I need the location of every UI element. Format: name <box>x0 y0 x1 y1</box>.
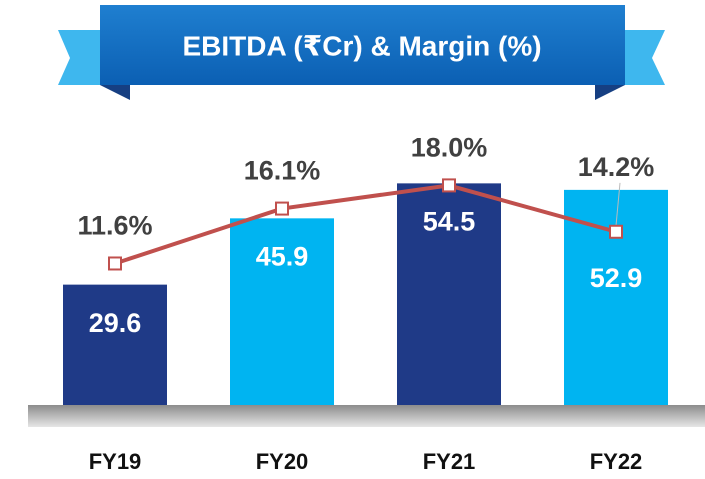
bar-value-label: 45.9 <box>256 241 309 271</box>
line-value-label: 16.1% <box>244 156 321 186</box>
bar-value-label: 29.6 <box>89 308 142 338</box>
chart-title: EBITDA (₹Cr) & Margin (%) <box>182 30 541 61</box>
bar-value-label: 52.9 <box>590 263 643 293</box>
bar <box>63 284 167 405</box>
x-tick-label: FY21 <box>423 449 476 474</box>
x-tick-label: FY22 <box>590 449 643 474</box>
margin-line <box>114 183 617 266</box>
line-value-label: 11.6% <box>77 211 152 241</box>
bar <box>230 218 334 405</box>
line-marker <box>275 201 289 216</box>
title-banner <box>58 5 665 100</box>
bar-value-label: 54.5 <box>423 206 476 236</box>
line-marker <box>108 256 122 271</box>
x-tick-label: FY19 <box>89 449 142 474</box>
line-marker <box>609 224 623 239</box>
line-value-label: 18.0% <box>411 133 488 163</box>
leader-line <box>615 182 621 226</box>
floor <box>28 405 705 427</box>
x-tick-label: FY20 <box>256 449 309 474</box>
line-value-label: 14.2% <box>578 152 655 182</box>
line-marker <box>442 178 456 193</box>
bar <box>397 183 501 405</box>
